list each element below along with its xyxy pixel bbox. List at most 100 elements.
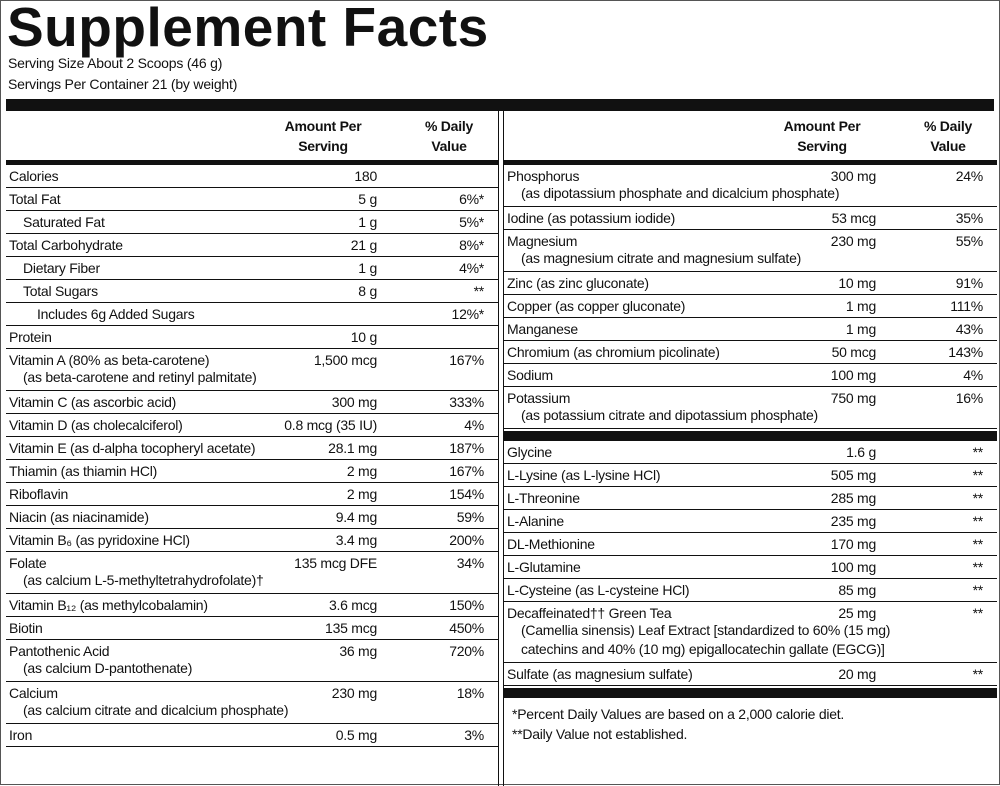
- daily-value: 55%: [955, 233, 984, 249]
- daily-value: **: [972, 467, 984, 483]
- nutrient-name: Pantothenic Acid: [9, 643, 110, 659]
- nutrient-row: Iodine (as potassium iodide) 53 mcg 35%: [504, 207, 997, 230]
- nutrient-row: Vitamin E (as d-alpha tocopheryl acetate…: [6, 437, 498, 460]
- daily-value-empty: [377, 165, 484, 187]
- daily-value: 154%: [449, 486, 484, 502]
- nutrient-name: L-Alanine: [507, 513, 564, 529]
- amount: 21 g: [350, 237, 378, 253]
- amount: 10 mg: [838, 275, 876, 291]
- daily-value: 187%: [449, 440, 484, 456]
- nutrient-name: Total Fat: [9, 191, 61, 207]
- nutrient-name: L-Glutamine: [507, 559, 581, 575]
- nutrient-source: (as beta-carotene and retinyl palmitate): [23, 369, 257, 385]
- amount: 135 mcg: [325, 620, 377, 636]
- daily-value: **: [972, 536, 984, 552]
- amount-header: Amount Per Serving: [284, 117, 362, 154]
- amount: 50 mcg: [831, 344, 877, 360]
- nutrient-row: Vitamin B₁₂ (as methylcobalamin) 3.6 mcg 1…: [6, 594, 498, 617]
- nutrient-row: L-Lysine (as L-lysine HCl) 505 mg **: [504, 464, 997, 487]
- daily-value: 59%: [456, 509, 485, 525]
- amount: 0.8 mcg (35 IU): [284, 417, 377, 433]
- nutrient-source: (as potassium citrate and dipotassium ph…: [521, 407, 818, 423]
- nutrient-row: Riboflavin 2 mg 154%: [6, 483, 498, 506]
- nutrient-name: Iron: [9, 727, 33, 743]
- amount: 5 g: [358, 191, 377, 207]
- nutrient-row: Saturated Fat 1 g 5%*: [6, 211, 498, 234]
- nutrient-row: Chromium (as chromium picolinate) 50 mcg 1…: [504, 341, 997, 364]
- amount: 135 mcg DFE: [294, 555, 377, 571]
- daily-value: 167%: [449, 352, 484, 368]
- nutrient-name: Vitamin D (as cholecalciferol): [9, 417, 183, 433]
- nutrient-name: Glycine: [507, 444, 552, 460]
- nutrient-name: Vitamin B₆ (as pyridoxine HCl): [9, 532, 190, 548]
- nutrient-row: Glycine 1.6 g **: [504, 441, 997, 464]
- amount: 53 mcg: [831, 210, 877, 226]
- daily-value: **: [972, 666, 984, 682]
- nutrient-row: L-Alanine 235 mg **: [504, 510, 997, 533]
- nutrient-name: Folate: [9, 555, 47, 571]
- nutrient-name: Magnesium: [507, 233, 578, 249]
- column-header: Amount Per Serving % Daily Value: [6, 111, 498, 165]
- nutrient-name: L-Cysteine (as L-cysteine HCl): [507, 582, 690, 598]
- nutrient-row: Includes 6g Added Sugars 12%*: [6, 303, 498, 326]
- nutrient-row: Pantothenic Acid 36 mg 720% (as calcium D-p…: [6, 640, 498, 682]
- daily-value: **: [972, 605, 984, 621]
- nutrient-name: Saturated Fat: [23, 214, 105, 230]
- nutrient-row: Potassium 750 mg 16% (as potassium citrate …: [504, 387, 997, 429]
- amount: 230 mg: [830, 233, 876, 249]
- nutrient-row: L-Cysteine (as L-cysteine HCl) 85 mg **: [504, 579, 997, 602]
- daily-value: **: [972, 444, 984, 460]
- nutrient-name: Phosphorus: [507, 168, 580, 184]
- amount: 235 mg: [830, 513, 876, 529]
- servings-per-container: Servings Per Container 21 (by weight): [8, 76, 238, 92]
- nutrient-name: Iodine (as potassium iodide): [507, 210, 676, 226]
- nutrient-row: Decaffeinated†† Green Tea 25 mg ** (Camelli…: [504, 602, 997, 663]
- amount: 285 mg: [830, 490, 876, 506]
- amount: 100 mg: [830, 367, 876, 383]
- nutrient-row: Vitamin A (80% as beta-carotene) 1,500 mc…: [6, 349, 498, 391]
- nutrient-name: Potassium: [507, 390, 571, 406]
- nutrient-name: Total Carbohydrate: [9, 237, 123, 253]
- nutrient-row: Sodium 100 mg 4%: [504, 364, 997, 387]
- nutrient-row: Biotin 135 mcg 450%: [6, 617, 498, 640]
- right-column: Amount Per Serving % Daily Value Phospho…: [503, 111, 997, 786]
- dv-header: % Daily Value: [923, 117, 973, 154]
- nutrient-row: Sulfate (as magnesium sulfate) 20 mg **: [504, 663, 997, 686]
- amount: 2 mg: [346, 463, 377, 479]
- amount: 1.6 g: [846, 444, 876, 460]
- nutrient-row: Iron 0.5 mg 3%: [6, 724, 498, 747]
- amount: 170 mg: [830, 536, 876, 552]
- nutrient-name: Sodium: [507, 367, 553, 383]
- nutrient-row: Niacin (as niacinamide) 9.4 mg 59%: [6, 506, 498, 529]
- nutrient-name: Vitamin A (80% as beta-carotene): [9, 352, 210, 368]
- daily-value: 5%*: [459, 214, 484, 230]
- daily-value: 43%: [955, 321, 984, 337]
- nutrient-name: Calcium: [9, 685, 58, 701]
- amount: 3.6 mcg: [328, 597, 377, 613]
- amount: 85 mg: [838, 582, 876, 598]
- daily-value: 18%: [456, 685, 485, 701]
- amount: 36 mg: [339, 643, 377, 659]
- nutrient-name: DL-Methionine: [507, 536, 595, 552]
- amount-header: Amount Per Serving: [783, 117, 861, 154]
- daily-value: 333%: [449, 394, 484, 410]
- daily-value: 35%: [955, 210, 984, 226]
- nutrient-name: Riboflavin: [9, 486, 68, 502]
- amount: 10 g: [350, 329, 378, 345]
- nutrient-name: L-Threonine: [507, 490, 580, 506]
- serving-size: Serving Size About 2 Scoops (46 g): [8, 55, 223, 71]
- nutrient-name: Total Sugars: [23, 283, 98, 299]
- heavy-rule: [504, 431, 997, 441]
- nutrient-name: Vitamin E (as d-alpha tocopheryl acetate…: [9, 440, 256, 456]
- nutrient-row: Total Sugars 8 g **: [6, 280, 498, 303]
- amount: 8 g: [358, 283, 377, 299]
- nutrient-source: catechins and 40% (10 mg) epigallocatech…: [521, 641, 885, 657]
- nutrient-name: Vitamin C (as ascorbic acid): [9, 394, 177, 410]
- nutrient-row: Total Fat 5 g 6%*: [6, 188, 498, 211]
- daily-value: 12%*: [451, 306, 485, 322]
- nutrient-row: L-Threonine 285 mg **: [504, 487, 997, 510]
- left-column: Amount Per Serving % Daily Value Calorie…: [6, 111, 499, 786]
- nutrient-source: (as calcium L-5-methyltetrahydrofolate)†: [23, 572, 264, 588]
- amount: 230 mg: [331, 685, 377, 701]
- nutrient-name: L-Lysine (as L-lysine HCl): [507, 467, 661, 483]
